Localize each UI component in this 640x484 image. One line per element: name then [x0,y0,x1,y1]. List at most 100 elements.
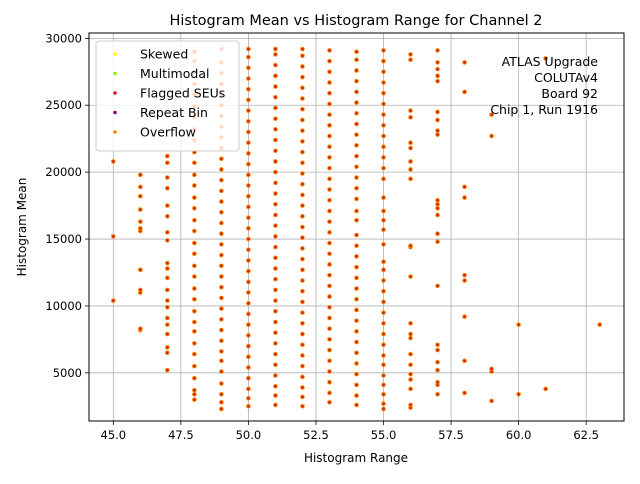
data-point-overlay [355,297,358,301]
data-point-overlay [165,230,169,234]
data-point-overlay [409,352,412,356]
data-point-overlay [274,192,277,195]
data-point-overlay [219,317,223,321]
data-point-overlay [355,50,358,54]
data-point-overlay [517,323,521,327]
data-point-overlay [247,248,250,252]
data-point-overlay [328,91,331,95]
data-point-overlay [328,400,331,404]
data-point-overlay [247,396,250,400]
data-point-overlay [301,343,304,347]
annotation-line: COLUTAv4 [534,70,598,85]
data-point-overlay [192,229,196,233]
data-point-overlay [192,329,196,333]
data-point-overlay [274,74,277,78]
data-point-overlay [274,394,277,397]
x-tick-label: 50.0 [236,428,262,442]
data-point-overlay [219,296,223,300]
data-point-overlay [382,156,385,159]
data-point-overlay [355,90,358,94]
data-point-overlay [436,48,439,52]
data-point-overlay [382,268,385,272]
data-point-overlay [274,181,277,185]
data-point-overlay [328,241,331,245]
data-point-overlay [301,86,304,90]
data-point-overlay [382,289,385,293]
data-point-overlay [409,244,412,248]
data-point-overlay [436,240,439,244]
data-point-overlay [382,242,385,246]
x-tick-label: 57.5 [438,428,464,442]
legend-marker [113,130,117,134]
data-point-overlay [328,370,331,373]
data-point-overlay [274,384,277,388]
data-point-overlay [328,166,331,170]
data-point-overlay [328,316,331,320]
data-point-overlay [463,279,466,282]
data-point-overlay [301,97,304,100]
data-point-overlay [301,375,304,379]
legend-marker [113,110,117,115]
data-point-overlay [274,277,277,281]
data-point-overlay [436,368,439,372]
data-point-overlay [490,367,494,371]
data-point-overlay [219,382,223,385]
data-point-overlay [219,285,223,289]
data-point-overlay [355,383,358,387]
data-point-overlay [355,319,358,323]
data-point-overlay [328,81,331,84]
data-point-overlay [436,118,439,122]
data-point-overlay [274,342,277,345]
data-point-overlay [382,166,385,170]
data-point-overlay [382,354,385,357]
data-point-overlay [247,355,250,359]
data-point-overlay [165,176,169,179]
data-point-overlay [274,106,277,110]
data-point-overlay [382,332,385,336]
data-point-overlay [355,372,358,376]
data-point-overlay [165,368,169,372]
data-point-overlay [165,351,169,355]
data-point-overlay [382,102,385,106]
data-point-overlay [328,348,331,352]
data-point-overlay [301,279,304,282]
data-point-overlay [409,363,412,367]
data-point-overlay [382,363,385,367]
data-point-overlay [328,273,331,277]
data-point-overlay [138,268,142,272]
data-point-overlay [247,184,250,187]
data-point-overlay [219,221,223,225]
data-point-overlay [409,160,412,163]
data-point-overlay [328,198,331,202]
data-point-overlay [409,177,412,181]
data-point-overlay [192,342,196,345]
data-point-overlay [382,134,385,138]
data-point-overlay [219,232,223,236]
data-point-overlay [355,133,358,137]
data-point-overlay [274,234,277,238]
data-point-overlay [409,168,412,171]
data-point-overlay [247,312,250,316]
legend-marker [113,91,117,95]
data-point-overlay [219,189,223,193]
data-point-overlay [328,113,331,117]
data-point-overlay [355,165,358,169]
data-point-overlay [219,350,223,353]
legend-marker [113,71,117,76]
data-point-overlay [355,79,358,83]
data-point-overlay [436,129,439,133]
data-point-overlay [274,149,277,153]
plot-frame [88,32,625,422]
data-point-overlay [301,300,304,304]
data-point-overlay [436,380,439,384]
data-point-overlay [328,380,331,384]
y-tick-label: 15000 [45,232,82,246]
data-point-overlay [111,299,115,302]
data-point-overlay [247,237,250,241]
data-point-overlay [247,205,250,209]
annotation-line: ATLAS Upgrade [502,54,599,69]
chart-title: Histogram Mean vs Histogram Range for Ch… [170,13,543,29]
data-point-overlay [355,218,358,222]
x-tick-label: 52.5 [303,428,329,442]
data-point-overlay [436,232,439,236]
